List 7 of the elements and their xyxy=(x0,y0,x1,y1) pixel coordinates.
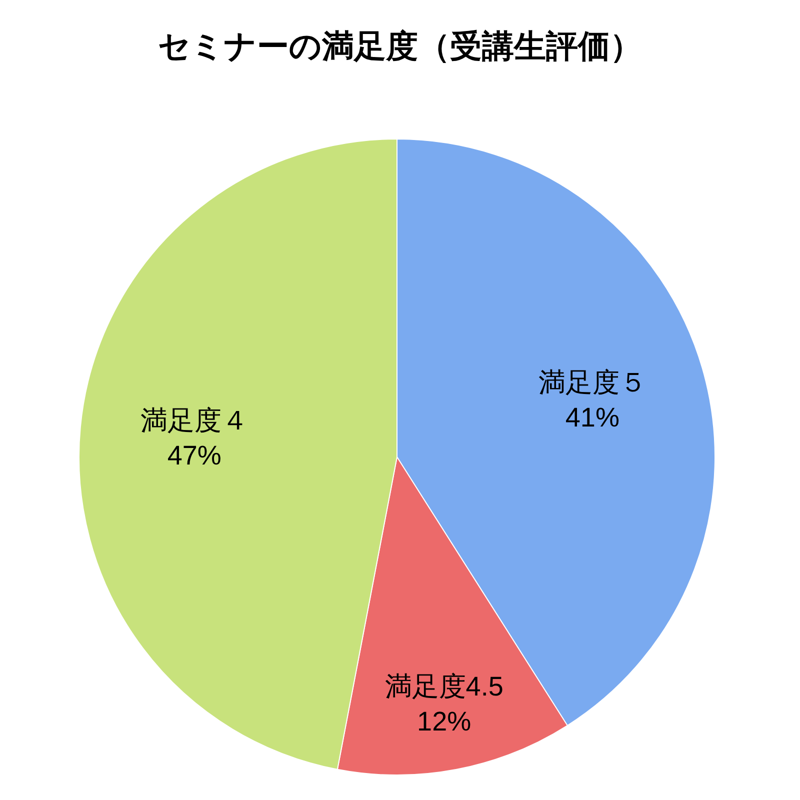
slice-label: 満足度４ xyxy=(140,405,248,436)
data-label: 47% xyxy=(167,440,222,470)
chart-title: セミナーの満足度（受講生評価） xyxy=(158,28,642,64)
slice-label: 満足度５ xyxy=(538,368,646,398)
data-label: 41% xyxy=(565,402,620,433)
slice-label: 満足度4.5 xyxy=(384,671,504,702)
data-label: 12% xyxy=(417,706,472,736)
